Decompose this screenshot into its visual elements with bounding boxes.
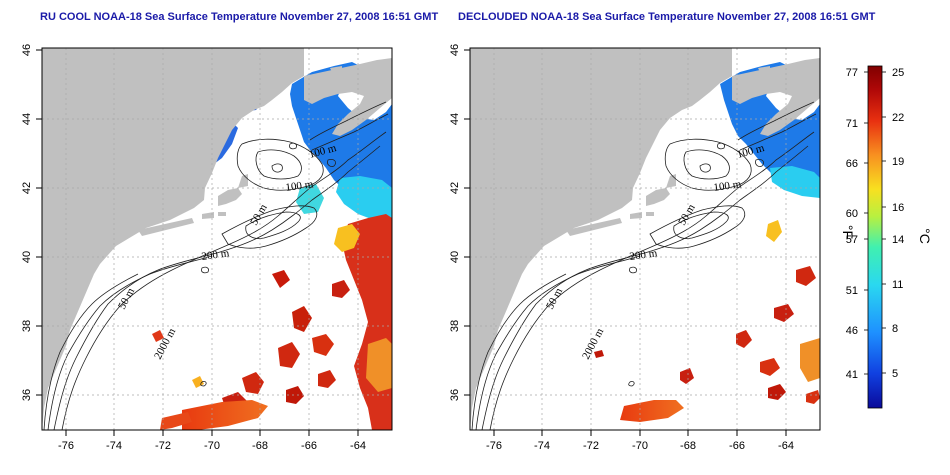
right-map-frame: [469, 47, 821, 431]
right-lon-tick-label: -74: [534, 440, 550, 452]
right-contour-label-200m: 200 m: [629, 247, 659, 263]
left-map[interactable]: 100 m 100 m 50 m 200 m 50 m 2000 m: [41, 47, 393, 431]
left-lat-tick-label: 42: [21, 182, 33, 194]
left-map-frame: [41, 47, 393, 431]
right-lat-tick-label: 36: [449, 389, 461, 401]
left-lat-tick-label: 36: [21, 389, 33, 401]
right-lat-tick-label: 44: [449, 113, 461, 125]
left-lon-tick-label: -66: [301, 440, 317, 452]
left-axes: -76 -74 -72 -70 -68 -66 -64 46 44 42 40 …: [21, 44, 366, 452]
left-lat-tick-label: 44: [21, 113, 33, 125]
right-lon-tick-label: -76: [486, 440, 502, 452]
colorbar-celsius-unit: °C: [917, 228, 933, 244]
right-contour-label-100m-b: 100 m: [713, 178, 743, 194]
left-lat-tick-label: 40: [21, 251, 33, 263]
colorbar-gradient: [867, 65, 883, 409]
left-lon-tick-label: -72: [155, 440, 171, 452]
right-map[interactable]: 100 m 100 m 50 m 200 m 50 m 2000 m: [469, 47, 821, 431]
colorbar-c-tick-label: 22: [892, 112, 904, 124]
colorbar-f-tick-label: 60: [846, 208, 858, 220]
colorbar-f-tick-label: 41: [846, 369, 858, 381]
right-lat-tick-label: 46: [449, 44, 461, 56]
left-contour-label-200m: 200 m: [201, 247, 231, 263]
right-lon-tick-label: -64: [778, 440, 794, 452]
right-lon-tick-label: -68: [680, 440, 696, 452]
right-map-title: DECLOUDED NOAA-18 Sea Surface Temperatur…: [458, 11, 876, 23]
colorbar-c-tick-label: 8: [892, 323, 898, 335]
right-lon-tick-label: -72: [583, 440, 599, 452]
colorbar-fahrenheit-unit: °F: [840, 225, 856, 239]
colorbar-c-tick-label: 11: [892, 279, 903, 291]
left-lat-tick-label: 38: [21, 320, 33, 332]
colorbar-c-tick-label: 19: [892, 156, 904, 168]
colorbar-f-tick-label: 71: [846, 118, 858, 130]
colorbar-f-tick-label: 57: [846, 234, 858, 246]
colorbar-f-tick-label: 77: [846, 67, 858, 79]
left-lon-tick-label: -76: [58, 440, 74, 452]
left-lon-tick-label: -64: [350, 440, 366, 452]
left-lon-tick-label: -70: [204, 440, 220, 452]
right-lat-tick-label: 38: [449, 320, 461, 332]
left-lon-tick-label: -74: [106, 440, 122, 452]
colorbar-c-tick-label: 16: [892, 202, 904, 214]
left-contour-label-100m-b: 100 m: [285, 178, 315, 194]
temperature-colorbar: 77 71 66 60 57 51 46 41 25 22 19 16 14 1…: [840, 65, 933, 409]
right-lon-tick-label: -70: [632, 440, 648, 452]
left-lat-tick-label: 46: [21, 44, 33, 56]
left-lon-tick-label: -68: [252, 440, 268, 452]
right-lat-tick-label: 42: [449, 182, 461, 194]
left-map-title: RU COOL NOAA-18 Sea Surface Temperature …: [40, 11, 439, 23]
right-lat-tick-label: 40: [449, 251, 461, 263]
colorbar-c-tick-label: 14: [892, 234, 904, 246]
colorbar-c-tick-label: 5: [892, 368, 898, 380]
colorbar-f-tick-label: 66: [846, 158, 858, 170]
colorbar-c-tick-label: 25: [892, 67, 904, 79]
right-axes: -76 -74 -72 -70 -68 -66 -64 46 44 42 40 …: [449, 44, 794, 452]
colorbar-f-tick-label: 51: [846, 285, 858, 297]
colorbar-f-tick-label: 46: [846, 325, 858, 337]
right-lon-tick-label: -66: [729, 440, 745, 452]
